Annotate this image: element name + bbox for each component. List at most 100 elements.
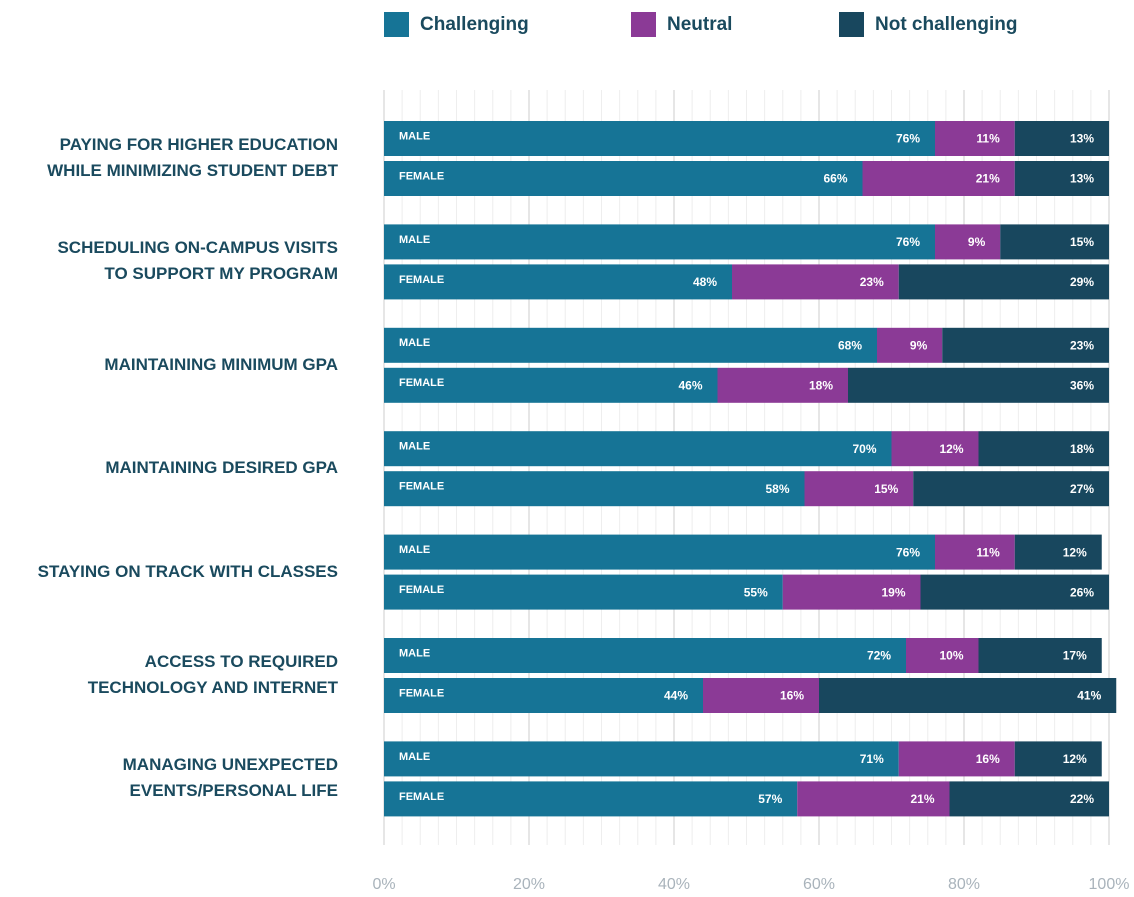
legend-label: Not challenging (875, 14, 1018, 35)
value-label: 12% (1063, 752, 1087, 766)
value-label: 13% (1070, 132, 1094, 146)
value-label: 44% (664, 689, 688, 703)
bar-segment (384, 678, 703, 713)
value-label: 11% (976, 132, 1000, 146)
bar-label: MALE (399, 441, 430, 453)
legend-swatch (384, 12, 409, 37)
x-tick-label: 20% (513, 876, 545, 893)
bar-label: MALE (399, 544, 430, 556)
bar-segment (1014, 121, 1109, 156)
x-tick-label: 80% (948, 876, 980, 893)
bar-segment (384, 781, 798, 817)
value-label: 18% (1070, 442, 1094, 456)
value-label: 9% (968, 235, 986, 249)
bar-label: FEMALE (399, 481, 444, 493)
value-label: 21% (910, 792, 934, 806)
bar-segment (384, 367, 718, 403)
bar-segment (703, 678, 819, 713)
bar-segment (1000, 224, 1109, 260)
bar-segment (862, 161, 1015, 196)
category-label: MANAGING UNEXPECTED EVENTS/PERSONAL LIFE (122, 755, 338, 801)
value-label: 13% (1070, 172, 1094, 186)
value-label: 18% (809, 378, 833, 392)
bar-label: MALE (399, 130, 430, 142)
bar-segment (1014, 161, 1109, 196)
value-label: 15% (874, 482, 898, 496)
value-label: 26% (1070, 585, 1094, 599)
value-label: 16% (780, 689, 804, 703)
bar-segment (949, 781, 1109, 817)
bar-label: MALE (399, 647, 430, 659)
x-tick-label: 100% (1089, 876, 1130, 893)
bar-segment (942, 327, 1109, 363)
value-label: 12% (1063, 545, 1087, 559)
value-label: 36% (1070, 378, 1094, 392)
value-label: 11% (976, 545, 1000, 559)
value-label: 76% (896, 235, 920, 249)
value-label: 57% (758, 792, 782, 806)
bar-segment (848, 367, 1109, 403)
bar-segment (384, 161, 863, 196)
x-tick-label: 0% (372, 876, 395, 893)
value-label: 41% (1077, 689, 1101, 703)
value-label: 27% (1070, 482, 1094, 496)
value-label: 76% (896, 545, 920, 559)
value-label: 21% (976, 172, 1000, 186)
value-label: 46% (678, 378, 702, 392)
value-label: 48% (693, 275, 717, 289)
bar-segment (906, 638, 979, 673)
value-label: 55% (744, 585, 768, 599)
bar-segment (819, 678, 1117, 713)
value-label: 9% (910, 338, 928, 352)
value-label: 72% (867, 649, 891, 663)
category-label: ACCESS TO REQUIRED TECHNOLOGY AND INTERN… (87, 652, 338, 697)
value-label: 17% (1063, 649, 1087, 663)
legend-label: Challenging (420, 14, 529, 35)
value-label: 15% (1070, 235, 1094, 249)
bar-segment (935, 121, 1015, 156)
bar-segment (384, 327, 877, 363)
bar-segment (384, 471, 805, 507)
category-label: STAYING ON TRACK WITH CLASSES (37, 561, 338, 581)
category-label: SCHEDULING ON-CAMPUS VISITS TO SUPPORT M… (57, 238, 338, 284)
value-label: 58% (765, 482, 789, 496)
bar-label: FEMALE (399, 791, 444, 803)
bar-segment (782, 574, 921, 610)
x-tick-label: 40% (658, 876, 690, 893)
bar-segment (898, 741, 1015, 777)
bar-segment (913, 471, 1109, 507)
bar-label: FEMALE (399, 584, 444, 596)
bar-label: FEMALE (399, 170, 444, 182)
bar-segment (1014, 534, 1102, 570)
value-label: 66% (823, 172, 847, 186)
x-tick-label: 60% (803, 876, 835, 893)
bar-label: MALE (399, 751, 430, 763)
bar-segment (920, 574, 1109, 610)
bar-label: FEMALE (399, 377, 444, 389)
bar-segment (804, 471, 914, 507)
bar-segment (384, 638, 906, 673)
bar-label: MALE (399, 234, 430, 246)
bar-segment (732, 264, 899, 300)
value-label: 12% (939, 442, 963, 456)
bar-segment (898, 264, 1109, 300)
legend-swatch (839, 12, 864, 37)
bar-segment (717, 367, 848, 403)
value-label: 16% (976, 752, 1000, 766)
legend-swatch (631, 12, 656, 37)
bar-segment (935, 224, 1001, 260)
value-label: 23% (1070, 338, 1094, 352)
bar-segment (978, 431, 1109, 467)
category-label: MAINTAINING DESIRED GPA (105, 458, 338, 478)
bar-label: FEMALE (399, 687, 444, 699)
value-label: 76% (896, 132, 920, 146)
bar-label: MALE (399, 337, 430, 349)
bar-segment (384, 224, 935, 260)
legend-label: Neutral (667, 14, 732, 35)
value-label: 23% (860, 275, 884, 289)
value-label: 68% (838, 338, 862, 352)
bar-segment (384, 431, 892, 467)
bar-segment (384, 264, 732, 300)
